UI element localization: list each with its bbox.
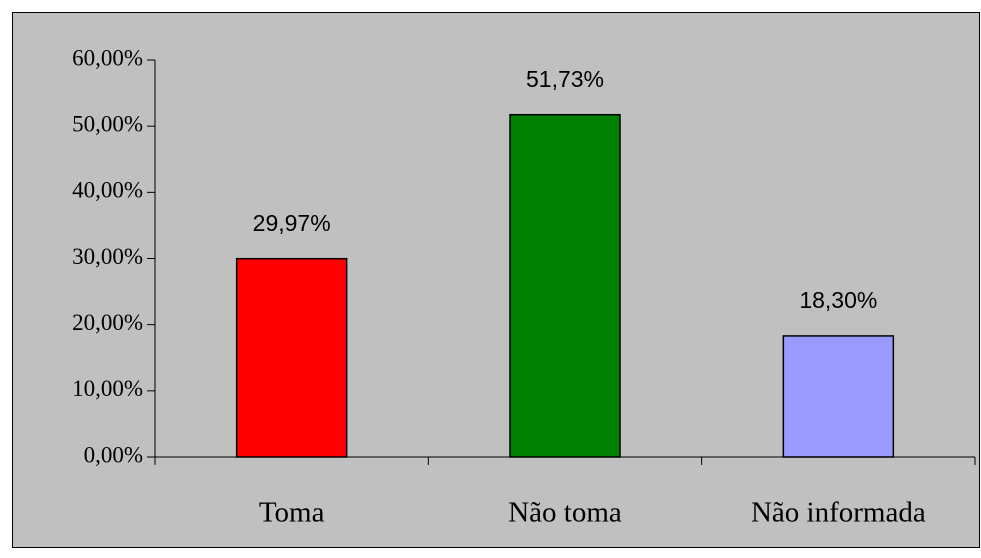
y-tick-label: 40,00% [72, 178, 143, 203]
bar [782, 335, 895, 458]
y-tick-label: 30,00% [72, 244, 143, 269]
x-tick-label: Não toma [508, 497, 622, 529]
x-tick-label: Não informada [751, 497, 926, 529]
bar [235, 257, 348, 458]
y-tick-label: 20,00% [72, 310, 143, 335]
x-tick-label: Toma [259, 497, 325, 529]
y-tick-label: 0,00% [84, 442, 143, 467]
value-label: 29,97% [253, 210, 331, 236]
y-tick-label: 50,00% [72, 111, 143, 136]
y-tick-label: 60,00% [72, 45, 143, 70]
chart-background [12, 12, 980, 548]
y-tick-label: 10,00% [72, 376, 143, 401]
bar [509, 113, 621, 458]
value-label: 18,30% [799, 287, 877, 313]
value-label: 51,73% [526, 66, 604, 92]
